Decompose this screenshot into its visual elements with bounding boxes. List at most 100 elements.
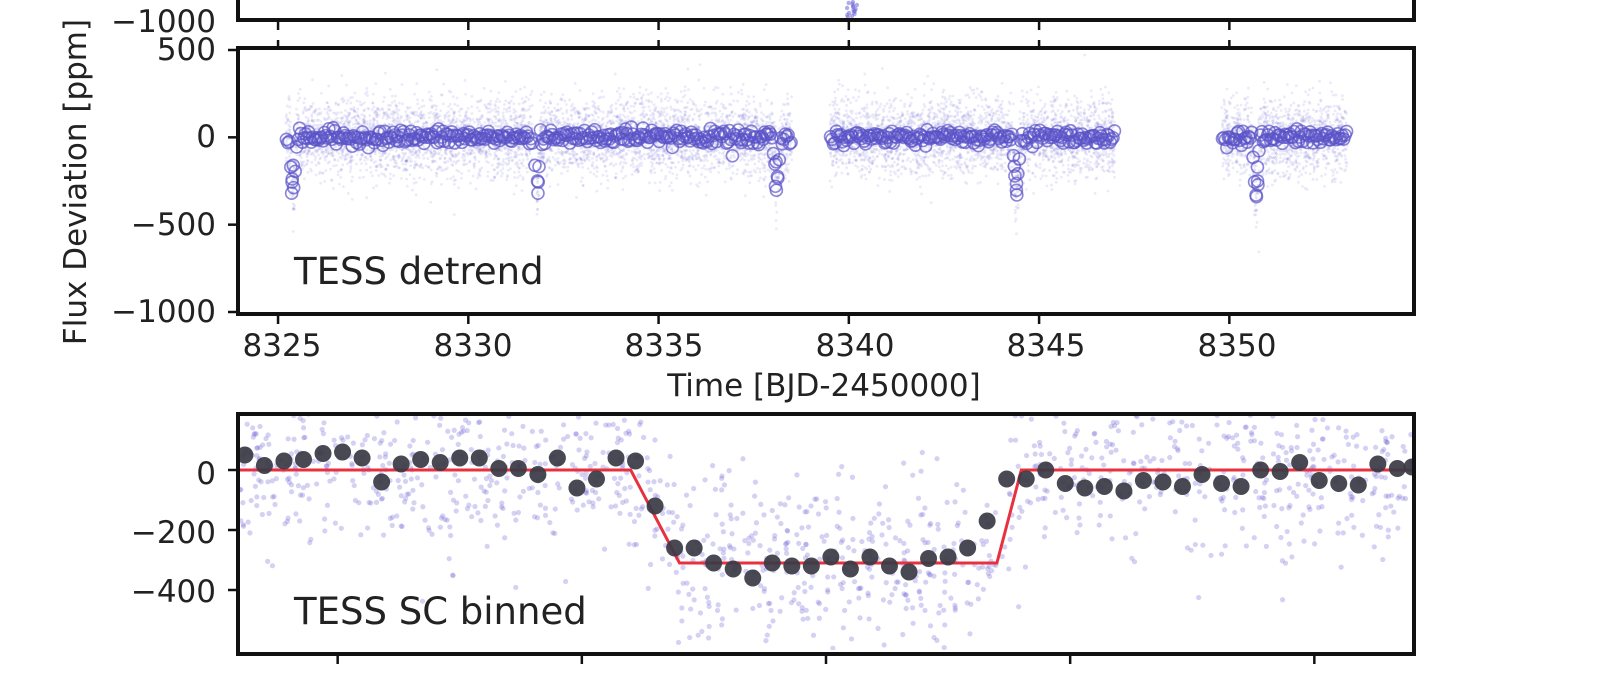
detrend-raw-point	[476, 145, 480, 149]
detrend-raw-point	[517, 153, 520, 157]
detrend-raw-point	[497, 163, 501, 166]
detrend-raw-point	[713, 107, 717, 110]
detrend-raw-point	[378, 108, 382, 112]
detrend-raw-point	[736, 168, 739, 171]
detrend-raw-point	[736, 120, 739, 124]
detrend-raw-point	[477, 150, 481, 154]
detrend-raw-point	[385, 155, 389, 159]
detrend-raw-point	[334, 111, 337, 115]
detrend-raw-point	[568, 161, 572, 165]
detrend-raw-point	[714, 154, 718, 158]
detrend-raw-point	[373, 152, 377, 155]
detrend-raw-point	[382, 173, 386, 176]
detrend-raw-point	[317, 153, 320, 157]
detrend-raw-point	[359, 103, 362, 107]
detrend-raw-point	[501, 121, 505, 125]
detrend-raw-point	[519, 152, 523, 156]
detrend-raw-point	[353, 114, 357, 118]
detrend-raw-point	[770, 121, 774, 125]
detrend-raw-point	[288, 193, 292, 197]
detrend-raw-point	[364, 156, 367, 159]
detrend-raw-point	[562, 122, 566, 125]
detrend-raw-point	[557, 118, 560, 122]
detrend-raw-point	[763, 169, 767, 173]
detrend-raw-point	[324, 169, 328, 173]
detrend-raw-point	[599, 182, 603, 186]
detrend-raw-point	[478, 148, 482, 152]
detrend-raw-point	[355, 99, 359, 103]
detrend-raw-point	[310, 151, 314, 155]
detrend-raw-point	[757, 159, 761, 163]
detrend-raw-point	[321, 150, 325, 154]
detrend-raw-point	[517, 146, 521, 149]
detrend-raw-point	[412, 177, 416, 181]
detrend-raw-point	[395, 104, 399, 108]
detrend-raw-point	[488, 102, 491, 106]
detrend-raw-point	[359, 168, 362, 172]
detrend-raw-point	[496, 113, 500, 117]
detrend-raw-point	[327, 117, 330, 120]
detrend-raw-point	[743, 118, 747, 122]
detrend-raw-point	[488, 107, 492, 110]
panel-detrend: 500 0 −500 −1000 TESS detrend 8325 8330 …	[111, 32, 1416, 404]
detrend-raw-point	[479, 98, 483, 102]
detrend-raw-point	[590, 164, 594, 168]
detrend-raw-point	[565, 151, 568, 155]
detrend-raw-point	[485, 149, 489, 153]
detrend-raw-point	[391, 119, 395, 123]
top-panel-y-tick-label: −1000	[111, 4, 216, 40]
detrend-raw-point	[432, 153, 436, 157]
detrend-raw-point	[397, 156, 400, 160]
detrend-raw-point	[452, 115, 456, 119]
detrend-raw-point	[376, 107, 380, 111]
detrend-raw-point	[296, 99, 300, 103]
detrend-raw-point	[309, 153, 313, 156]
detrend-raw-point	[496, 106, 500, 110]
detrend-raw-point	[326, 151, 330, 154]
detrend-raw-point	[369, 159, 373, 163]
detrend-raw-point	[288, 98, 291, 102]
detrend-raw-point	[621, 176, 625, 180]
detrend-raw-point	[408, 116, 412, 120]
detrend-raw-point	[306, 152, 310, 156]
detrend-raw-point	[467, 122, 471, 126]
detrend-raw-point	[499, 163, 503, 166]
detrend-raw-point	[710, 162, 714, 166]
detrend-raw-point	[741, 113, 745, 117]
detrend-raw-point	[743, 194, 747, 198]
detrend-raw-point	[377, 113, 381, 117]
detrend-raw-point	[380, 165, 384, 168]
detrend-raw-point	[297, 92, 300, 95]
detrend-raw-point	[345, 83, 348, 87]
detrend-raw-point	[367, 107, 371, 111]
detrend-raw-point	[693, 112, 696, 116]
detrend-raw-point	[378, 162, 382, 166]
detrend-raw-point	[539, 116, 543, 119]
detrend-raw-point	[697, 78, 701, 82]
top-raw-point	[844, 5, 850, 11]
detrend-raw-point	[287, 97, 291, 101]
detrend-raw-point	[329, 167, 332, 171]
detrend-raw-point	[462, 119, 465, 123]
detrend-raw-point	[312, 153, 316, 157]
detrend-raw-point	[339, 167, 343, 171]
detrend-raw-point	[452, 175, 455, 179]
detrend-raw-point	[717, 164, 721, 168]
detrend-raw-point	[286, 104, 289, 108]
top-raw-point	[849, 13, 855, 19]
detrend-raw-point	[313, 109, 317, 113]
detrend-raw-point	[582, 154, 586, 158]
detrend-raw-point	[414, 151, 418, 155]
detrend-raw-point	[381, 146, 385, 150]
detrend-raw-point	[439, 119, 443, 123]
detrend-raw-point	[299, 156, 303, 160]
detrend-raw-point	[465, 162, 469, 166]
detrend-raw-point	[504, 80, 507, 83]
detrend-raw-point	[338, 182, 341, 186]
detrend-raw-point	[352, 109, 356, 113]
detrend-raw-point	[473, 161, 477, 165]
detrend-raw-point	[422, 145, 426, 149]
detrend-raw-point	[618, 116, 622, 119]
detrend-raw-point	[576, 121, 580, 125]
detrend-raw-point	[306, 158, 309, 162]
